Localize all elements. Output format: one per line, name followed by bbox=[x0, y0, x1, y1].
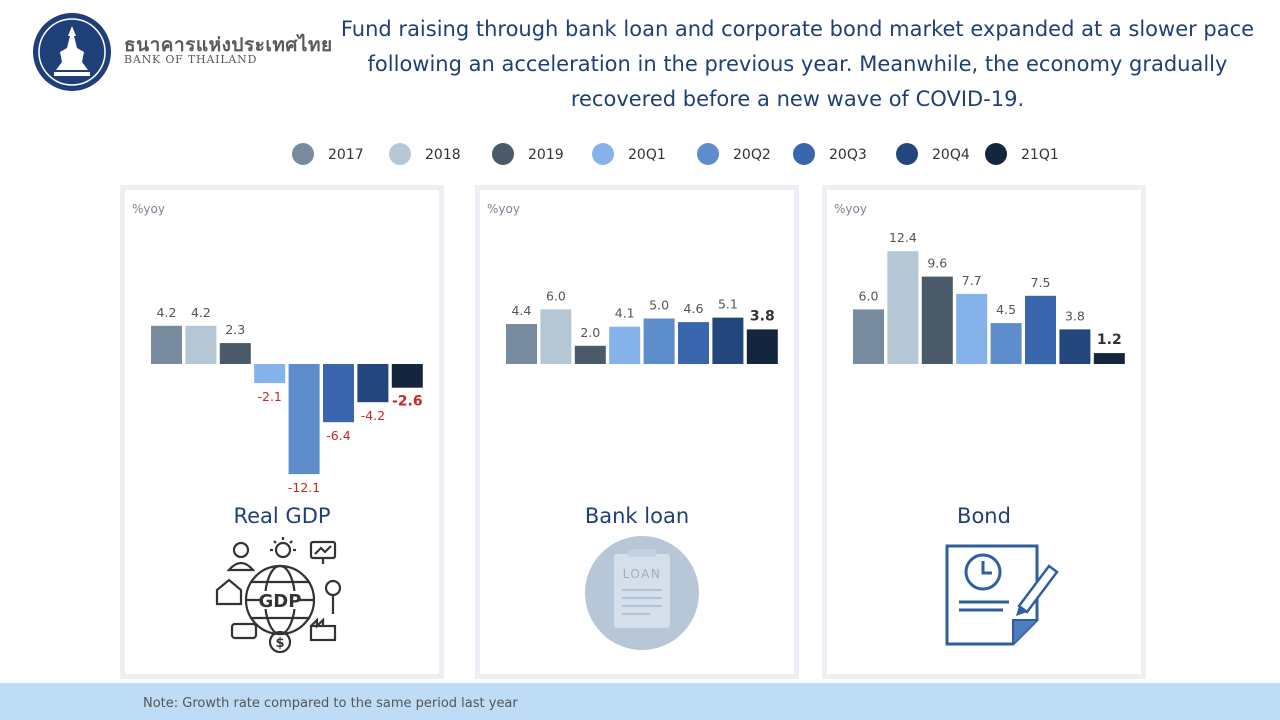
data-label-20q4: 3.8 bbox=[1065, 308, 1085, 323]
data-label-21q1: 3.8 bbox=[750, 308, 775, 324]
bar-2018 bbox=[887, 251, 919, 364]
legend-swatch bbox=[389, 143, 411, 165]
chart-title: Bank loan bbox=[584, 504, 690, 528]
panel-bank-loan: %yoy 4.4 6.0 2.0 4.1 5.0 4.6 5.1 3.8 Bank loan … bbox=[475, 185, 799, 679]
data-label-21q1: 1.2 bbox=[1097, 332, 1122, 348]
data-label-20q2: -12.1 bbox=[288, 480, 320, 495]
bar-21q1 bbox=[1093, 353, 1125, 364]
bar-2017 bbox=[506, 324, 537, 364]
bar-20q3 bbox=[323, 364, 354, 423]
legend-label: 2018 bbox=[425, 147, 461, 163]
svg-text:GDP: GDP bbox=[259, 591, 302, 612]
data-label-2018: 6.0 bbox=[546, 288, 566, 303]
chart-title: Bond bbox=[957, 504, 1011, 528]
bar-20q3 bbox=[1025, 295, 1056, 365]
data-label-20q4: 5.1 bbox=[718, 297, 738, 312]
data-label-20q2: 5.0 bbox=[649, 298, 669, 313]
bar-21q1 bbox=[391, 364, 423, 388]
data-label-2017: 4.2 bbox=[157, 305, 177, 320]
bar-20q1 bbox=[609, 326, 641, 364]
bar-2017 bbox=[151, 325, 182, 364]
logo-thai-text: ธนาคารแห่งประเทศไทย bbox=[124, 34, 333, 56]
bank-loan-bar-chart: 4.4 6.0 2.0 4.1 5.0 4.6 5.1 3.8 bbox=[506, 288, 778, 364]
data-label-2019: 9.6 bbox=[927, 256, 947, 271]
data-label-2018: 4.2 bbox=[191, 305, 211, 320]
bar-20q2 bbox=[288, 364, 320, 475]
data-label-20q3: 4.6 bbox=[684, 301, 704, 316]
bar-2019 bbox=[574, 345, 606, 364]
legend-swatch bbox=[592, 143, 614, 165]
data-label-20q3: -6.4 bbox=[326, 428, 350, 443]
svg-text:$: $ bbox=[275, 636, 284, 651]
headline-line-2: following an acceleration in the previou… bbox=[367, 52, 1228, 76]
bank-of-thailand-logo bbox=[33, 13, 111, 91]
gdp-globe-icon: GDP $ bbox=[215, 537, 342, 654]
legend-label: 20Q4 bbox=[932, 147, 970, 163]
bar-21q1 bbox=[746, 329, 778, 364]
chart-title: Real GDP bbox=[233, 504, 331, 528]
legend-label: 2017 bbox=[328, 147, 364, 163]
real-gdp-bar-chart: 4.2 4.2 2.3 -2.1 -12.1 -6.4 -4.2 -2.6 bbox=[151, 305, 423, 495]
footer-note: Note: Growth rate compared to the same p… bbox=[143, 696, 518, 711]
data-label-20q4: -4.2 bbox=[361, 408, 385, 423]
footer-bar: Note: Growth rate compared to the same p… bbox=[0, 683, 1280, 720]
bond-contract-icon bbox=[945, 544, 1059, 646]
bar-2019 bbox=[921, 276, 953, 364]
chart-legend: 2017 2018 2019 20Q1 20Q2 20Q3 20Q4 21Q1 bbox=[0, 142, 1280, 172]
y-unit-label: %yoy bbox=[132, 202, 165, 216]
bar-20q3 bbox=[678, 322, 709, 364]
bar-20q4 bbox=[357, 364, 389, 403]
bar-20q4 bbox=[1059, 329, 1091, 364]
data-label-2018: 12.4 bbox=[889, 230, 917, 245]
legend-label: 2019 bbox=[528, 147, 564, 163]
data-label-21q1: -2.6 bbox=[392, 394, 423, 410]
data-label-2019: 2.3 bbox=[225, 322, 245, 337]
data-label-20q1: 4.1 bbox=[615, 306, 635, 321]
logo-english-text: BANK OF THAILAND bbox=[124, 53, 258, 66]
legend-label: 21Q1 bbox=[1021, 147, 1059, 163]
loan-icon-text: LOAN bbox=[623, 567, 662, 581]
data-label-2017: 4.4 bbox=[512, 303, 532, 318]
data-label-20q1: 7.7 bbox=[962, 273, 982, 288]
panel-bond: %yoy 6.0 12.4 9.6 7.7 4.5 7.5 3.8 1.2 Bond bbox=[822, 185, 1146, 679]
bar-2017 bbox=[853, 309, 884, 364]
legend-swatch bbox=[697, 143, 719, 165]
headline-line-3: recovered before a new wave of COVID-19. bbox=[570, 87, 1025, 111]
y-unit-label: %yoy bbox=[487, 202, 520, 216]
headline-line-1: Fund raising through bank loan and corpo… bbox=[340, 17, 1255, 41]
bar-2019 bbox=[219, 343, 251, 364]
bar-20q2 bbox=[643, 318, 675, 364]
legend-swatch bbox=[492, 143, 514, 165]
legend-swatch bbox=[985, 143, 1007, 165]
data-label-20q1: -2.1 bbox=[258, 389, 282, 404]
data-label-20q2: 4.5 bbox=[996, 302, 1016, 317]
legend-label: 20Q3 bbox=[829, 147, 867, 163]
page-title: Fund raising through bank loan and corpo… bbox=[330, 12, 1265, 117]
data-label-2017: 6.0 bbox=[859, 288, 879, 303]
y-unit-label: %yoy bbox=[834, 202, 867, 216]
bar-20q1 bbox=[956, 293, 988, 364]
bond-bar-chart: 6.0 12.4 9.6 7.7 4.5 7.5 3.8 1.2 bbox=[853, 230, 1125, 365]
bar-2018 bbox=[540, 309, 572, 364]
bar-20q1 bbox=[254, 364, 286, 384]
bar-2018 bbox=[185, 325, 217, 364]
bar-20q4 bbox=[712, 317, 744, 364]
legend-swatch bbox=[896, 143, 918, 165]
loan-document-icon: LOAN bbox=[585, 536, 699, 650]
legend-swatch bbox=[793, 143, 815, 165]
bar-20q2 bbox=[990, 323, 1022, 364]
data-label-20q3: 7.5 bbox=[1031, 275, 1051, 290]
panel-real-gdp: %yoy 4.2 4.2 2.3 -2.1 -12.1 -6.4 -4.2 -2.6 Real… bbox=[120, 185, 444, 679]
data-label-2019: 2.0 bbox=[580, 325, 600, 340]
legend-swatch bbox=[292, 143, 314, 165]
legend-label: 20Q2 bbox=[733, 147, 771, 163]
legend-label: 20Q1 bbox=[628, 147, 666, 163]
